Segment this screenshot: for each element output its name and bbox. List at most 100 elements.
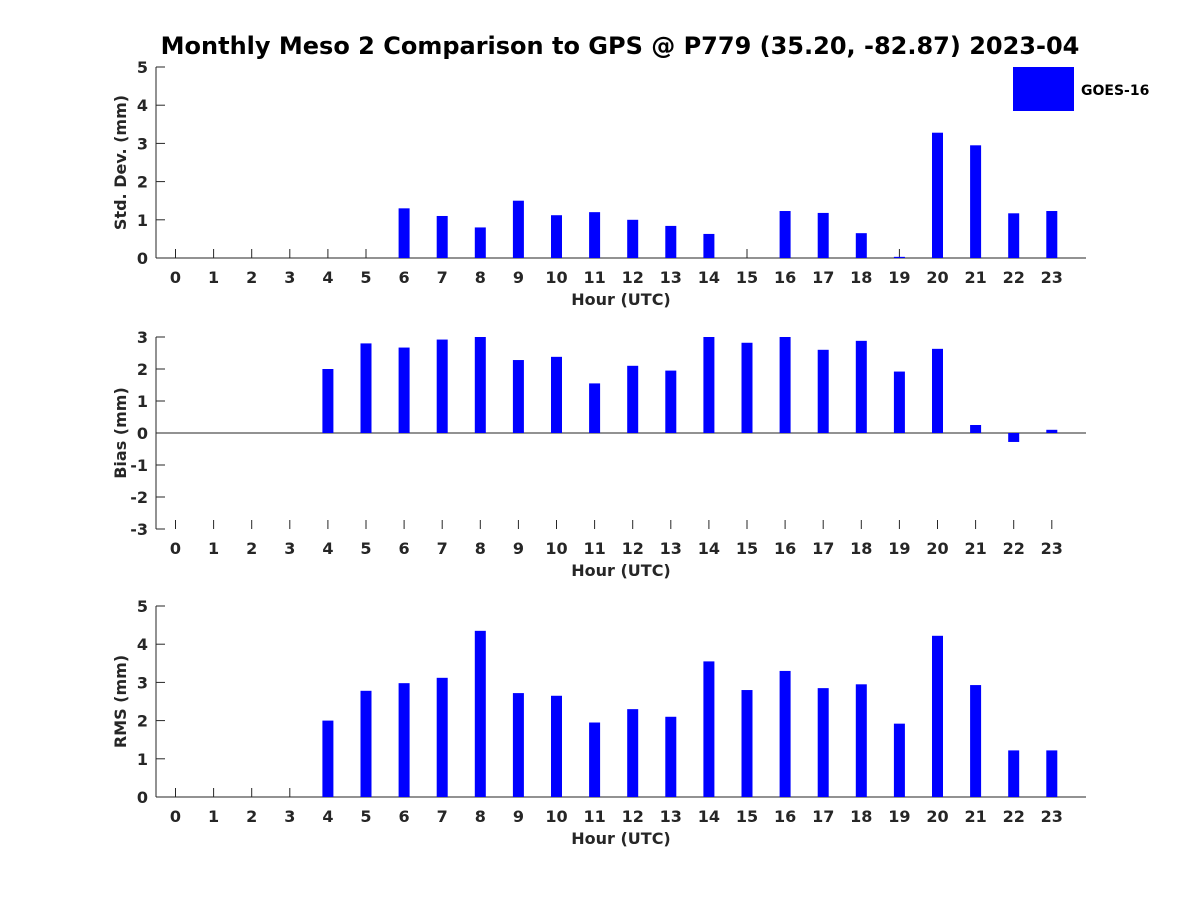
x-tick-label: 22 <box>1003 807 1025 826</box>
x-tick-label: 12 <box>622 807 644 826</box>
bar <box>855 684 867 797</box>
x-tick-label: 4 <box>322 807 333 826</box>
bar <box>627 365 639 433</box>
bar <box>322 720 334 797</box>
x-tick-label: 11 <box>583 539 605 558</box>
bar <box>322 369 334 433</box>
x-tick-label: 1 <box>208 539 219 558</box>
y-tick-label: -3 <box>130 520 148 539</box>
bar <box>817 688 829 797</box>
y-tick-label: -1 <box>130 456 148 475</box>
x-tick-label: 15 <box>736 539 758 558</box>
bar <box>970 145 982 258</box>
x-tick-label: 23 <box>1041 268 1063 287</box>
bar <box>779 670 791 797</box>
y-axis-label: RMS (mm) <box>111 655 130 748</box>
y-tick-label: 0 <box>137 249 148 268</box>
bar <box>551 695 562 797</box>
x-tick-label: 9 <box>513 539 524 558</box>
bar <box>741 342 753 433</box>
bar <box>970 685 982 797</box>
x-tick-label: 21 <box>964 268 986 287</box>
x-tick-label: 6 <box>399 539 410 558</box>
x-tick-label: 7 <box>437 807 448 826</box>
x-tick-label: 16 <box>774 807 796 826</box>
y-tick-label: 5 <box>137 597 148 616</box>
x-tick-label: 9 <box>513 268 524 287</box>
bar <box>779 337 791 433</box>
legend-swatch <box>1013 67 1074 111</box>
x-tick-label: 8 <box>475 807 486 826</box>
bar <box>1008 433 1020 442</box>
bar <box>779 211 791 258</box>
bar <box>932 348 943 433</box>
bar <box>893 723 905 797</box>
x-tick-label: 19 <box>888 268 910 287</box>
bar <box>512 693 524 797</box>
bar <box>703 337 715 433</box>
x-tick-label: 17 <box>812 539 834 558</box>
y-tick-label: 4 <box>137 96 148 115</box>
bar <box>932 132 943 258</box>
bar <box>398 683 410 797</box>
y-tick-label: 3 <box>137 673 148 692</box>
x-tick-label: 20 <box>926 807 948 826</box>
bar <box>512 200 524 258</box>
bar <box>360 690 372 797</box>
x-tick-label: 23 <box>1041 539 1063 558</box>
bar <box>1008 750 1020 797</box>
y-tick-label: 4 <box>137 635 148 654</box>
x-tick-label: 14 <box>698 807 720 826</box>
x-tick-label: 10 <box>545 807 567 826</box>
bar <box>932 635 943 797</box>
bar <box>817 212 829 258</box>
x-tick-label: 5 <box>360 539 371 558</box>
bar <box>970 425 982 433</box>
x-tick-label: 18 <box>850 268 872 287</box>
y-tick-label: 1 <box>137 392 148 411</box>
x-axis-label: Hour (UTC) <box>571 561 671 580</box>
y-tick-label: 2 <box>137 360 148 379</box>
bar <box>436 215 448 258</box>
x-tick-label: 0 <box>170 807 181 826</box>
y-tick-label: 1 <box>137 211 148 230</box>
bar <box>398 347 410 433</box>
bar <box>1046 750 1058 797</box>
x-tick-label: 10 <box>545 539 567 558</box>
bar <box>1046 429 1058 433</box>
bar <box>551 215 562 258</box>
x-tick-label: 12 <box>622 268 644 287</box>
y-tick-label: 0 <box>137 788 148 807</box>
x-tick-label: 9 <box>513 807 524 826</box>
x-tick-label: 8 <box>475 539 486 558</box>
x-tick-label: 8 <box>475 268 486 287</box>
x-tick-label: 22 <box>1003 268 1025 287</box>
x-tick-label: 11 <box>583 807 605 826</box>
x-tick-label: 4 <box>322 539 333 558</box>
x-tick-label: 12 <box>622 539 644 558</box>
x-tick-label: 0 <box>170 539 181 558</box>
bar <box>398 208 410 258</box>
bar <box>665 225 677 258</box>
x-tick-label: 13 <box>660 807 682 826</box>
x-tick-label: 7 <box>437 268 448 287</box>
legend-label: GOES-16 <box>1081 83 1149 99</box>
x-tick-label: 16 <box>774 539 796 558</box>
y-tick-label: 2 <box>137 173 148 192</box>
bar <box>589 212 601 258</box>
x-tick-label: 19 <box>888 807 910 826</box>
bar <box>512 360 524 433</box>
x-tick-label: 18 <box>850 539 872 558</box>
bar <box>817 349 829 433</box>
y-tick-label: 3 <box>137 134 148 153</box>
y-tick-label: 3 <box>137 328 148 347</box>
y-tick-label: -2 <box>130 488 148 507</box>
x-tick-label: 23 <box>1041 807 1063 826</box>
bar <box>589 383 601 433</box>
bar <box>893 371 905 433</box>
